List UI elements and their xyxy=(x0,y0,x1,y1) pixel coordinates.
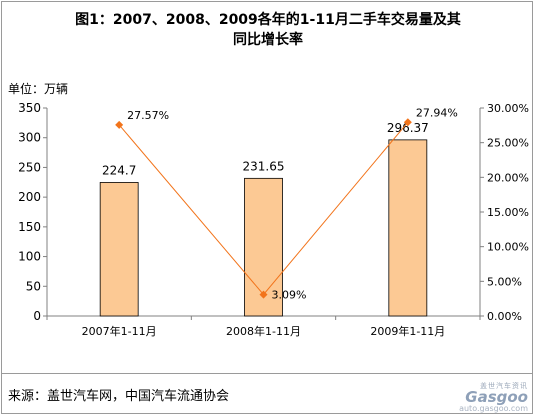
growth-marker xyxy=(115,120,124,129)
growth-marker xyxy=(259,290,268,299)
watermark-subtitle: 盖世汽车资讯 xyxy=(480,382,528,390)
y2-tick-label: 25.00% xyxy=(487,137,529,150)
watermark-brand: Gasgoo xyxy=(465,388,528,406)
growth-value-label: 27.57% xyxy=(127,109,169,122)
y2-tick-label: 30.00% xyxy=(487,102,529,115)
chart-title-line-1: 图1：2007、2008、2009各年的1-11月二手车交易量及其 xyxy=(75,12,461,28)
bar xyxy=(388,139,428,317)
y2-tick-label: 15.00% xyxy=(487,206,529,219)
y-tick-label: 0 xyxy=(33,309,41,323)
bar-value-label: 231.65 xyxy=(243,159,285,173)
bar-value-label: 224.7 xyxy=(102,163,136,177)
chart-title-line-2: 同比增长率 xyxy=(233,32,303,48)
y-tick-label: 250 xyxy=(18,160,41,174)
y2-tick-label: 5.00% xyxy=(487,275,522,288)
bar xyxy=(99,182,139,317)
y-tick-label: 100 xyxy=(18,250,41,264)
growth-marker xyxy=(403,118,412,127)
y-tick-label: 50 xyxy=(26,279,41,293)
y-tick-label: 200 xyxy=(18,190,41,204)
x-tick-label: 2009年1-11月 xyxy=(370,324,445,338)
chart-title: 图1：2007、2008、2009各年的1-11月二手车交易量及其 同比增长率 xyxy=(0,10,536,50)
y2-tick-label: 0.00% xyxy=(487,310,522,323)
y2-tick-label: 10.00% xyxy=(487,241,529,254)
growth-value-label: 27.94% xyxy=(416,106,458,119)
unit-label: 单位：万辆 xyxy=(8,82,69,96)
source-note: 来源：盖世汽车网，中国汽车流通协会 xyxy=(8,389,230,404)
y2-tick-label: 20.00% xyxy=(487,171,529,184)
gasgoo-watermark: 盖世汽车资讯 Gasgoo auto.gasgoo.com xyxy=(459,383,528,413)
y-tick-label: 300 xyxy=(18,131,41,145)
x-tick-label: 2007年1-11月 xyxy=(82,324,157,338)
growth-value-label: 3.09% xyxy=(272,289,307,302)
y-tick-label: 150 xyxy=(18,220,41,234)
watermark-url: auto.gasgoo.com xyxy=(459,404,528,413)
y-tick-label: 350 xyxy=(18,101,41,115)
x-tick-label: 2008年1-11月 xyxy=(226,324,301,338)
bar-value-label: 296.37 xyxy=(387,121,429,135)
source-divider xyxy=(2,373,532,374)
